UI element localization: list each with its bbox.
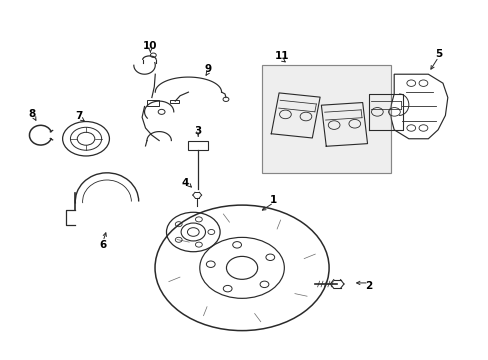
Text: 9: 9 <box>204 64 211 74</box>
Text: 5: 5 <box>434 49 441 59</box>
Text: 2: 2 <box>365 281 372 291</box>
Text: 4: 4 <box>181 178 188 188</box>
Text: 1: 1 <box>269 195 277 205</box>
Text: 11: 11 <box>274 51 289 61</box>
Text: 3: 3 <box>194 126 202 135</box>
Text: 7: 7 <box>75 111 82 121</box>
Text: 8: 8 <box>29 109 36 119</box>
Text: 6: 6 <box>99 239 106 249</box>
FancyBboxPatch shape <box>261 65 390 173</box>
Text: 10: 10 <box>143 41 157 50</box>
